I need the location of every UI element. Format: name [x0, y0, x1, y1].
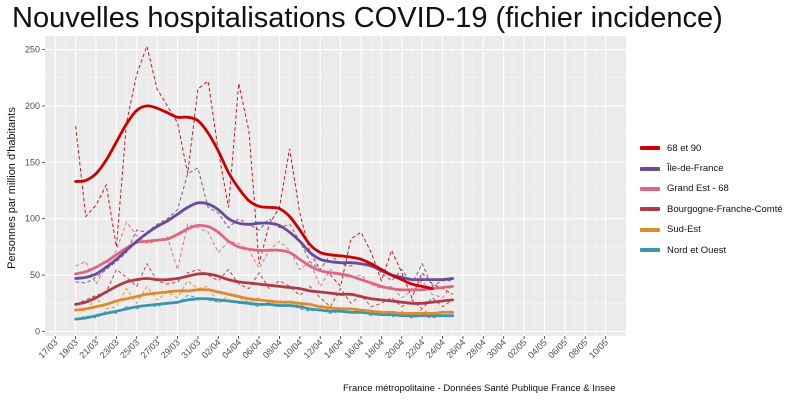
- smooth-line-bourgogne-franche-comte: [74, 272, 455, 306]
- legend-label: Bourgogne-Franche-Comté: [667, 203, 783, 215]
- daily-line-grand-est-68: [75, 221, 454, 299]
- x-tick-label: 27/03: [139, 337, 162, 360]
- x-tick-label: 24/04: [424, 337, 447, 360]
- x-tick-label: 17/03: [37, 337, 60, 360]
- x-tick-label: 12/04: [302, 337, 325, 360]
- source-note: France métropolitaine - Données Santé Pu…: [343, 383, 616, 394]
- x-tick-label: 28/04: [465, 337, 488, 360]
- x-tick-label: 06/05: [546, 337, 569, 360]
- x-tick-label: 08/05: [567, 337, 590, 360]
- x-tick-label: 26/04: [444, 337, 467, 360]
- legend: 68 et 90 Île-de-France Grand Est - 68 Bourg…: [640, 138, 783, 260]
- daily-line-bourgogne-franche-comte: [75, 262, 453, 310]
- x-tick-label: 04/05: [526, 337, 549, 360]
- daily-line-ile-de-france: [75, 167, 453, 288]
- legend-swatch: [640, 227, 660, 232]
- y-axis: 0 50 100 150 200 250: [25, 45, 45, 336]
- x-axis: 17/0319/0321/0323/0325/0327/0329/0331/03…: [37, 336, 610, 360]
- y-axis-label: Personnes par million d'habitants: [6, 107, 18, 269]
- y-tick-label: 150: [25, 157, 40, 167]
- y-tick-label: 100: [25, 214, 40, 224]
- y-tick-label: 250: [25, 45, 40, 55]
- legend-label: Nord et Ouest: [667, 244, 727, 256]
- x-tick-label: 02/04: [200, 337, 223, 360]
- grid-lines: [45, 36, 626, 336]
- legend-swatch: [640, 146, 660, 151]
- y-tick-label: 200: [25, 101, 40, 111]
- legend-swatch: [640, 248, 660, 253]
- x-tick-label: 16/04: [342, 337, 365, 360]
- x-tick-label: 10/04: [281, 337, 304, 360]
- x-tick-label: 19/03: [57, 337, 80, 360]
- chart-title: Nouvelles hospitalisations COVID-19 (fic…: [12, 2, 723, 34]
- legend-label: 68 et 90: [667, 142, 702, 154]
- x-tick-label: 08/04: [261, 337, 284, 360]
- plot-area: [45, 36, 626, 336]
- smooth-line-68-et-90: [74, 104, 434, 290]
- x-tick-label: 22/04: [404, 337, 427, 360]
- x-tick-label: 04/04: [220, 337, 243, 360]
- legend-swatch: [640, 166, 660, 171]
- plot-panel: [45, 36, 626, 336]
- x-tick-label: 23/03: [98, 337, 121, 360]
- daily-line-nord-et-ouest: [75, 294, 453, 321]
- x-tick-label: 20/04: [383, 337, 406, 360]
- x-tick-label: 25/03: [118, 337, 141, 360]
- x-tick-label: 10/05: [587, 337, 610, 360]
- x-tick-label: 14/04: [322, 337, 345, 360]
- smoothed-series-lines: [74, 104, 455, 321]
- legend-label: Sud-Est: [667, 224, 701, 236]
- x-tick-label: 29/03: [159, 337, 182, 360]
- smooth-line-sud-est: [74, 288, 455, 315]
- legend-item-nord-et-ouest: Nord et Ouest: [640, 240, 783, 260]
- smooth-line-nord-et-ouest: [74, 297, 455, 321]
- legend-label: Grand Est - 68: [667, 183, 729, 195]
- x-tick-label: 31/03: [179, 337, 202, 360]
- x-tick-label: 30/04: [485, 337, 508, 360]
- legend-item-grand-est-68: Grand Est - 68: [640, 179, 783, 199]
- legend-item-68-et-90: 68 et 90: [640, 138, 783, 158]
- y-tick-label: 50: [30, 270, 40, 280]
- y-tick-label: 0: [35, 326, 40, 336]
- x-tick-label: 02/05: [505, 337, 528, 360]
- x-tick-label: 06/04: [240, 337, 263, 360]
- legend-item-ile-de-france: Île-de-France: [640, 158, 783, 178]
- legend-label: Île-de-France: [667, 163, 724, 175]
- legend-swatch: [640, 207, 660, 212]
- legend-item-sud-est: Sud-Est: [640, 220, 783, 240]
- x-tick-label: 18/04: [363, 337, 386, 360]
- legend-item-bourgogne-franche-comte: Bourgogne-Franche-Comté: [640, 199, 783, 219]
- x-tick-label: 21/03: [77, 337, 100, 360]
- legend-swatch: [640, 186, 660, 191]
